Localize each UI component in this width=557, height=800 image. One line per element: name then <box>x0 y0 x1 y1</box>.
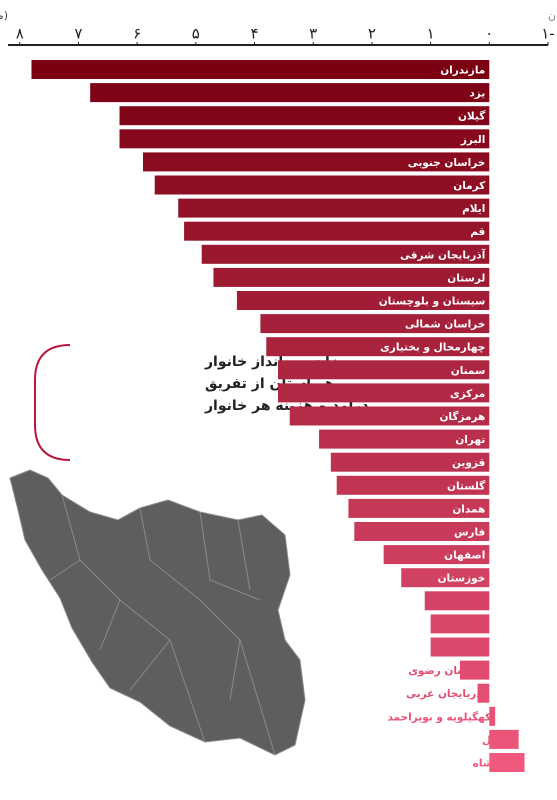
map-borders <box>49 494 276 756</box>
bar-label: سمنان <box>451 365 486 377</box>
bar <box>401 568 490 588</box>
bar-label: زنجان <box>455 619 485 631</box>
bar <box>383 545 490 565</box>
bar <box>278 360 490 380</box>
bar <box>489 706 496 726</box>
bar <box>354 522 490 541</box>
bar-label: بوشهر <box>450 596 485 608</box>
x-tick-label: ۱- <box>541 25 554 43</box>
bar <box>236 291 490 310</box>
bar <box>336 475 490 495</box>
bar <box>489 753 525 772</box>
bar-label: خراسان رضوی <box>408 665 485 677</box>
bar <box>348 498 490 518</box>
bar <box>289 406 490 426</box>
x-tick-label: ۵ <box>192 25 200 43</box>
bar-label: تهران <box>455 434 485 446</box>
bar <box>260 314 490 334</box>
bar <box>430 637 490 657</box>
bar <box>213 267 490 287</box>
x-tick-label: ۷ <box>74 25 82 43</box>
bar <box>430 614 490 634</box>
bar-label: فارس <box>454 527 485 539</box>
x-tick-label: ۸ <box>16 25 24 43</box>
bar-label: کرمان <box>453 180 486 192</box>
bar <box>459 660 490 680</box>
bar-label: کردستان <box>440 642 486 654</box>
map-iran <box>9 469 306 756</box>
bar-label: یزد <box>469 88 485 100</box>
x-tick-label: ۲ <box>368 25 376 43</box>
chart-title: (متوسط پس‌انداز هر خانوار/ میلیون تومان) <box>0 9 8 22</box>
bar-label: ایلام <box>462 203 485 215</box>
bar <box>178 198 490 218</box>
bar-label: قزوین <box>452 457 485 469</box>
bar <box>319 429 490 449</box>
bar-label: سیستان و بلوچستان <box>379 296 486 308</box>
bar-label: لرستان <box>447 272 485 284</box>
bar-label: خراسان جنوبی <box>408 157 486 169</box>
bar-label: مازندران <box>440 65 485 77</box>
bar-label: کهگیلویه و بویراحمد <box>387 710 492 723</box>
bar <box>90 83 490 103</box>
bar <box>119 129 490 149</box>
bar <box>119 106 490 126</box>
bar-label: گیلان <box>458 110 486 123</box>
bar <box>154 175 490 195</box>
x-tick-label: ۶ <box>133 25 141 43</box>
bar-label: آذربایجان غربی <box>406 687 486 700</box>
bar <box>424 591 490 611</box>
x-tick-label: ۱ <box>427 25 435 43</box>
bar-label: همدان <box>452 503 485 515</box>
bar-label: آذربایجان شرقی <box>400 248 486 261</box>
bar-label: خراسان شمالی <box>405 319 485 331</box>
bar-label: اصفهان <box>444 550 485 562</box>
bar <box>31 60 490 79</box>
bar <box>278 383 490 403</box>
bar <box>266 337 490 357</box>
bar-label: کرمانشاه <box>473 758 522 770</box>
bar-label: اردبیل <box>482 734 515 746</box>
bar <box>489 729 519 749</box>
bar-label: قم <box>470 226 485 238</box>
bar <box>184 221 490 241</box>
bar <box>330 452 490 472</box>
bar <box>201 244 490 264</box>
x-tick-label: ۴ <box>250 25 258 43</box>
bar-label: چهارمحال و بختیاری <box>380 342 485 354</box>
bar-label: گلستان <box>447 479 486 492</box>
bar-label: مرکزی <box>450 388 485 400</box>
x-tick-label: ۳ <box>309 25 317 43</box>
annotation-bracket <box>34 344 71 461</box>
source-note: منبع : اقتباس شده از داده‌های مرکز آمار … <box>548 8 557 22</box>
bar <box>143 152 490 172</box>
x-tick-label: ۰ <box>485 25 493 43</box>
bar-label: خوزستان <box>438 573 486 585</box>
bar-label: هرمزگان <box>439 410 485 423</box>
bar <box>477 683 490 703</box>
bar-label: البرز <box>460 134 485 146</box>
